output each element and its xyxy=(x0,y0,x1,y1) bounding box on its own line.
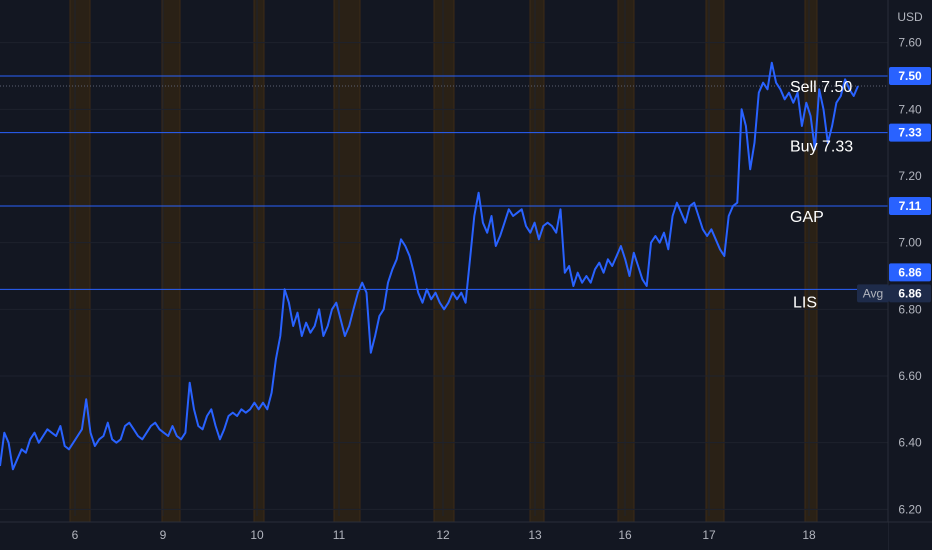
y-tick-label: 6.60 xyxy=(898,369,922,383)
y-tick-label: 7.40 xyxy=(898,102,922,116)
session-band xyxy=(162,0,180,550)
time-axis-panel xyxy=(0,522,888,550)
y-tick-label: 6.80 xyxy=(898,302,922,316)
price-tag xyxy=(889,263,931,282)
x-tick-label: 9 xyxy=(160,528,167,542)
level-annotation: GAP xyxy=(790,209,824,226)
session-band xyxy=(706,0,724,550)
x-tick-label: 18 xyxy=(802,528,816,542)
avg-badge xyxy=(857,284,889,303)
session-band xyxy=(618,0,634,550)
x-tick-label: 16 xyxy=(618,528,632,542)
price-tag-label: 7.11 xyxy=(899,199,922,213)
price-tag-label: 7.33 xyxy=(898,126,922,140)
level-annotation: Sell 7.50 xyxy=(790,79,852,96)
y-tick-label: 7.20 xyxy=(898,169,922,183)
price-tag-label: 6.86 xyxy=(898,265,922,279)
x-tick-label: 13 xyxy=(528,528,542,542)
price-tag xyxy=(889,123,931,142)
y-tick-label: 6.20 xyxy=(898,502,922,516)
y-tick-label: 6.40 xyxy=(898,436,922,450)
session-band xyxy=(434,0,454,550)
session-band xyxy=(334,0,360,550)
y-tick-label: 7.00 xyxy=(898,236,922,250)
x-tick-label: 12 xyxy=(436,528,450,542)
x-tick-label: 6 xyxy=(72,528,79,542)
session-band xyxy=(70,0,90,550)
x-tick-label: 11 xyxy=(333,528,346,542)
price-tag xyxy=(889,197,931,215)
level-annotation: Buy 7.33 xyxy=(790,139,853,156)
avg-price-tag-label: 6.86 xyxy=(898,286,922,300)
avg-badge-label: Avg xyxy=(863,286,883,300)
session-band xyxy=(530,0,544,550)
y-tick-label: 7.60 xyxy=(898,36,922,50)
level-annotation: LIS xyxy=(793,294,817,311)
price-series-line xyxy=(0,61,859,471)
x-tick-label: 10 xyxy=(250,528,264,542)
session-band xyxy=(254,0,264,550)
price-tag-label: 7.50 xyxy=(898,69,922,83)
avg-price-tag xyxy=(889,284,931,303)
x-tick-label: 17 xyxy=(702,528,716,542)
price-tag xyxy=(889,67,931,85)
currency-label: USD xyxy=(897,10,923,24)
